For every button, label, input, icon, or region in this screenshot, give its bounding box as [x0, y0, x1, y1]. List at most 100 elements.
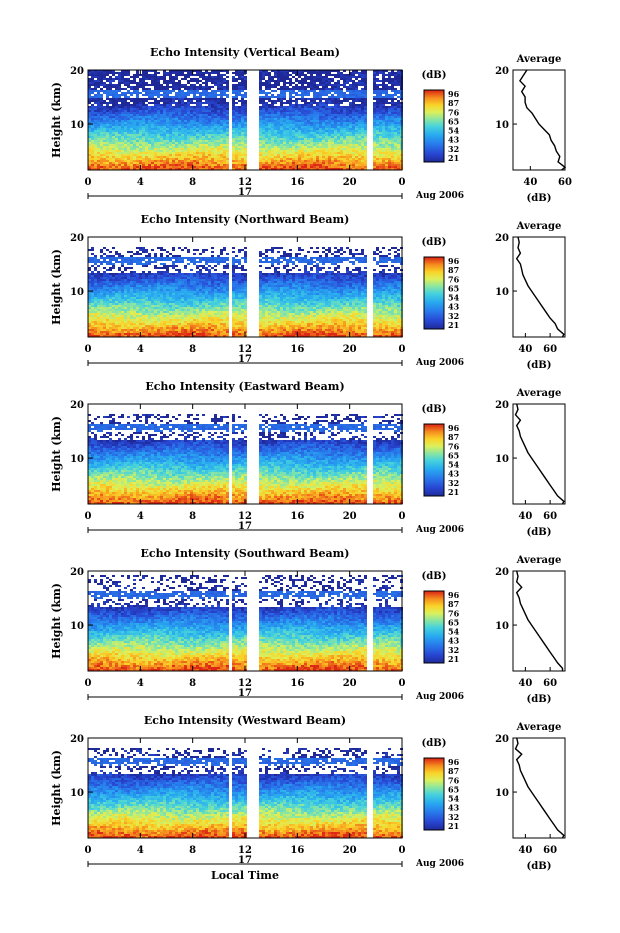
y-tick-label: 20: [70, 734, 84, 745]
x-tick-label: 0: [399, 845, 406, 856]
colorbar: [424, 591, 444, 663]
y-tick-label: 10: [70, 788, 84, 799]
profile-x-tick-label: 40: [518, 344, 532, 355]
profile-y-tick-label: 20: [495, 233, 509, 244]
colorbar: [424, 758, 444, 830]
profile-y-tick-label: 20: [495, 567, 509, 578]
panel-title: Echo Intensity (Southward Beam): [141, 547, 350, 560]
colorbar-label: (dB): [422, 571, 447, 582]
y-tick-label: 10: [70, 120, 84, 131]
y-tick-label: 20: [70, 233, 84, 244]
profile-line: [516, 738, 564, 838]
x-tick-label: 20: [343, 344, 357, 355]
colorbar-tick-label: 21: [448, 320, 459, 330]
colorbar-label: (dB): [422, 237, 447, 248]
day-label: 17: [238, 187, 252, 198]
x-tick-label: 0: [85, 678, 92, 689]
profile-x-label: (dB): [527, 861, 552, 872]
y-axis-label: Height (km): [50, 583, 63, 659]
panel-title: Echo Intensity (Eastward Beam): [145, 380, 344, 393]
profile-x-tick-label: 60: [543, 511, 557, 522]
x-tick-label: 20: [343, 511, 357, 522]
x-tick-label: 0: [85, 511, 92, 522]
x-tick-label: 4: [137, 511, 144, 522]
x-tick-label: 16: [290, 678, 304, 689]
panel-title: Echo Intensity (Northward Beam): [141, 213, 350, 226]
x-tick-label: 0: [399, 511, 406, 522]
date-label: Aug 2006: [415, 859, 464, 869]
profile-x-label: (dB): [527, 193, 552, 204]
y-tick-label: 20: [70, 400, 84, 411]
y-tick-label: 20: [70, 567, 84, 578]
x-tick-label: 20: [343, 845, 357, 856]
colorbar: [424, 424, 444, 496]
colorbar: [424, 90, 444, 162]
date-label: Aug 2006: [415, 692, 464, 702]
y-tick-label: 20: [70, 66, 84, 77]
colorbar-tick-label: 21: [448, 487, 459, 497]
y-tick-label: 10: [70, 287, 84, 298]
profile-x-label: (dB): [527, 360, 552, 371]
y-tick-label: 10: [70, 454, 84, 465]
x-tick-label: 8: [189, 678, 196, 689]
profile-y-tick-label: 20: [495, 734, 509, 745]
profile-frame: [513, 70, 565, 170]
x-tick-label: 8: [189, 845, 196, 856]
colorbar-tick-label: 21: [448, 821, 459, 831]
colorbar-tick-label: 21: [448, 153, 459, 163]
date-label: Aug 2006: [415, 525, 464, 535]
x-tick-label: 20: [343, 177, 357, 188]
x-tick-label: 8: [189, 344, 196, 355]
profile-x-tick-label: 60: [558, 177, 572, 188]
heatmap-cells: [88, 575, 403, 671]
profile-x-label: (dB): [527, 527, 552, 538]
panel-1: Echo Intensity (Northward Beam)1020Heigh…: [50, 213, 565, 371]
heatmap-cells: [88, 247, 403, 337]
profile-y-tick-label: 10: [495, 621, 509, 632]
x-tick-label: 0: [399, 678, 406, 689]
x-axis-label: Local Time: [211, 869, 279, 882]
x-tick-label: 0: [399, 177, 406, 188]
x-tick-label: 16: [290, 177, 304, 188]
x-tick-label: 4: [137, 177, 144, 188]
panel-3: Echo Intensity (Southward Beam) 10 20 Heigh…: [50, 547, 565, 705]
profile-title: Average: [516, 722, 562, 733]
profile-y-tick-label: 10: [495, 454, 509, 465]
profile-line: [516, 404, 564, 504]
profile-y-tick-label: 10: [495, 120, 509, 131]
profile-x-label: (dB): [527, 694, 552, 705]
y-axis-label: Height (km): [50, 750, 63, 826]
profile-x-tick-label: 60: [543, 344, 557, 355]
x-tick-label: 16: [290, 344, 304, 355]
x-tick-label: 0: [85, 845, 92, 856]
profile-title: Average: [516, 54, 562, 65]
profile-x-tick-label: 40: [518, 678, 532, 689]
profile-frame: [513, 404, 565, 504]
x-tick-label: 16: [290, 511, 304, 522]
x-tick-label: 16: [290, 845, 304, 856]
x-tick-label: 4: [137, 344, 144, 355]
panel-title: Echo Intensity (Vertical Beam): [150, 46, 340, 59]
date-label: Aug 2006: [415, 191, 464, 201]
y-axis-label: Height (km): [50, 416, 63, 492]
profile-line: [517, 237, 564, 337]
heatmap-cells: [88, 414, 403, 504]
colorbar-tick-label: 21: [448, 654, 459, 664]
profile-frame: [513, 237, 565, 337]
panel-0: Echo Intensity (Vertical Beam)1020Height…: [50, 46, 572, 204]
x-tick-label: 4: [137, 845, 144, 856]
profile-x-tick-label: 40: [523, 177, 537, 188]
profile-title: Average: [516, 388, 562, 399]
panel-4: Echo Intensity (Westward Beam)1020Height…: [50, 714, 565, 872]
profile-x-tick-label: 40: [518, 845, 532, 856]
profile-x-tick-label: 60: [543, 678, 557, 689]
x-tick-label: 8: [189, 511, 196, 522]
x-tick-label: 4: [137, 678, 144, 689]
day-label: 17: [238, 688, 252, 699]
profile-title: Average: [516, 555, 562, 566]
